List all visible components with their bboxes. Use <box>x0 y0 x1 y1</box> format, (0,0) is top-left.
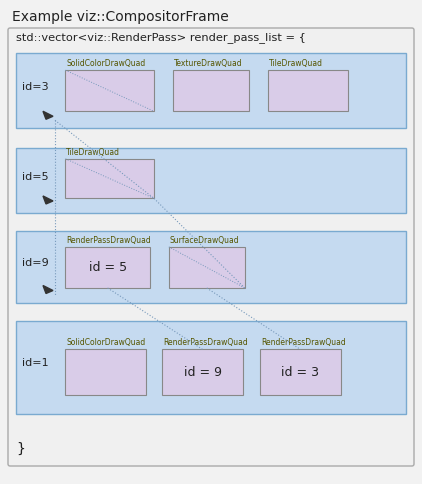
Text: TileDrawQuad: TileDrawQuad <box>66 148 120 157</box>
Text: TextureDrawQuad: TextureDrawQuad <box>174 59 243 68</box>
Text: RenderPassDrawQuad: RenderPassDrawQuad <box>66 236 151 245</box>
Text: id = 9: id = 9 <box>184 366 222 379</box>
FancyBboxPatch shape <box>16 231 406 302</box>
FancyBboxPatch shape <box>16 148 406 213</box>
FancyBboxPatch shape <box>16 321 406 414</box>
FancyBboxPatch shape <box>65 159 154 198</box>
Text: SolidColorDrawQuad: SolidColorDrawQuad <box>66 59 146 68</box>
Text: id=3: id=3 <box>22 82 49 92</box>
Polygon shape <box>43 286 53 293</box>
FancyBboxPatch shape <box>173 70 249 111</box>
FancyBboxPatch shape <box>162 349 243 395</box>
FancyBboxPatch shape <box>268 70 348 111</box>
FancyBboxPatch shape <box>8 28 414 466</box>
Text: id = 5: id = 5 <box>89 261 127 274</box>
Text: RenderPassDrawQuad: RenderPassDrawQuad <box>261 338 346 348</box>
Text: Example viz::CompositorFrame: Example viz::CompositorFrame <box>12 10 229 24</box>
Text: std::vector<viz::RenderPass> render_pass_list = {: std::vector<viz::RenderPass> render_pass… <box>16 32 306 43</box>
Text: RenderPassDrawQuad: RenderPassDrawQuad <box>163 338 248 348</box>
Text: TileDrawQuad: TileDrawQuad <box>269 59 323 68</box>
FancyBboxPatch shape <box>65 70 154 111</box>
Polygon shape <box>43 196 53 204</box>
Text: }: } <box>16 442 25 456</box>
Text: id=1: id=1 <box>22 358 49 368</box>
Polygon shape <box>43 111 53 119</box>
Text: id = 3: id = 3 <box>281 366 319 379</box>
FancyBboxPatch shape <box>65 349 146 395</box>
Text: id=9: id=9 <box>22 258 49 268</box>
Text: id=5: id=5 <box>22 172 49 182</box>
FancyBboxPatch shape <box>65 247 150 288</box>
FancyBboxPatch shape <box>169 247 245 288</box>
Text: SurfaceDrawQuad: SurfaceDrawQuad <box>170 236 239 245</box>
FancyBboxPatch shape <box>16 53 406 128</box>
FancyBboxPatch shape <box>260 349 341 395</box>
Text: SolidColorDrawQuad: SolidColorDrawQuad <box>66 338 146 348</box>
